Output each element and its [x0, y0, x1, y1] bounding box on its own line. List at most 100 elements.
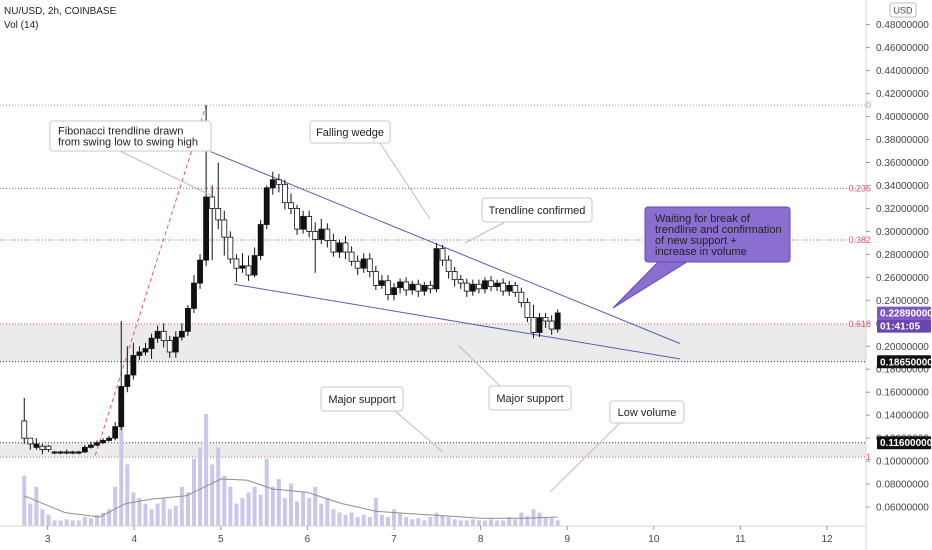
- candle: [275, 173, 282, 193]
- candle: [554, 309, 561, 333]
- volume-bar: [355, 517, 360, 526]
- volume-bar: [88, 518, 93, 526]
- volume-bar: [58, 520, 63, 526]
- annotation-major-support-left[interactable]: Major support: [320, 386, 444, 453]
- candle-body-up: [439, 248, 446, 261]
- candle-body-up: [518, 291, 525, 304]
- candle-body-down: [203, 196, 210, 261]
- volume-bar: [440, 515, 445, 526]
- candle-body-down: [33, 443, 40, 448]
- volume-bar: [549, 518, 554, 526]
- price-marker-1: 01:41:05: [877, 319, 931, 333]
- candle: [536, 312, 543, 338]
- wedge-upper-trendline: [210, 151, 680, 344]
- price-tick-label: 0.48000000: [876, 20, 929, 31]
- candle: [330, 233, 337, 257]
- volume-bar: [543, 517, 548, 526]
- volume-bar: [113, 486, 118, 526]
- candle-body-up: [282, 183, 288, 204]
- time-tick-label: 7: [391, 534, 397, 545]
- price-tick-label: 0.32000000: [876, 204, 929, 215]
- volume-bar: [204, 414, 209, 526]
- candle: [439, 245, 446, 266]
- candle-body-down: [257, 224, 264, 256]
- volume-bar: [119, 425, 124, 526]
- annotation-text-line: Waiting for break of: [655, 213, 751, 225]
- candle: [227, 231, 234, 264]
- volume-bar: [52, 520, 57, 526]
- annotation-text-line: Falling wedge: [316, 127, 384, 139]
- time-tick-label: 4: [131, 534, 137, 545]
- candle: [245, 255, 252, 281]
- fib-level-label-3: 0.618: [848, 319, 871, 329]
- volume-bar: [349, 512, 354, 526]
- candle: [136, 346, 143, 361]
- candle: [445, 255, 452, 279]
- volume-bar: [416, 518, 421, 526]
- volume-bar: [434, 512, 439, 526]
- annotation-text-line: trendline and confirmation: [655, 224, 782, 236]
- volume-bar: [295, 501, 300, 526]
- annotation-trendline-confirmed[interactable]: Trendline confirmed: [464, 197, 593, 244]
- candle-body-up: [524, 302, 531, 318]
- annotation-box: [609, 400, 685, 424]
- candle-body-down: [172, 336, 179, 353]
- volume-bar: [319, 503, 324, 526]
- volume-bar: [222, 475, 227, 526]
- price-marker-label: 0.18650000: [880, 357, 932, 368]
- volume-bar: [240, 498, 245, 526]
- volume-bar: [452, 519, 457, 526]
- price-tick-label: 0.24000000: [876, 296, 929, 307]
- volume-bar: [276, 478, 281, 526]
- candle-body-up: [354, 260, 361, 269]
- candle: [233, 254, 240, 282]
- candle: [391, 283, 397, 301]
- candle: [366, 253, 373, 278]
- candle-body-down: [94, 442, 100, 446]
- candle: [88, 441, 94, 449]
- volume-bar: [94, 514, 99, 526]
- candle-body-up: [288, 202, 294, 209]
- volume-bar: [210, 464, 215, 526]
- currency-button-frame: [889, 2, 917, 18]
- candle-body-up: [306, 216, 313, 232]
- annotation-pointer: [119, 150, 213, 197]
- volume-bar: [446, 517, 451, 526]
- annotation-box: [320, 386, 404, 412]
- volume-bar: [40, 509, 45, 526]
- candle-body-up: [372, 271, 379, 286]
- candle-body-down: [360, 258, 367, 269]
- candle: [130, 342, 137, 380]
- candle-body-down: [251, 255, 258, 276]
- candle-body-down: [57, 451, 64, 454]
- annotation-low-volume[interactable]: Low volume: [549, 400, 685, 493]
- candle-body-down: [409, 283, 416, 291]
- candle: [118, 321, 125, 431]
- candle-body-down: [142, 348, 149, 353]
- volume-bar: [107, 509, 112, 526]
- volume-moving-average: [24, 478, 558, 519]
- candle: [191, 275, 197, 313]
- currency-button[interactable]: USD: [889, 2, 917, 18]
- candle-body-down: [185, 307, 191, 332]
- volume-bar: [258, 494, 263, 526]
- annotation-major-support-right[interactable]: Major support: [457, 344, 572, 411]
- price-marker-bg: [877, 319, 931, 333]
- volume-bar: [228, 486, 233, 526]
- candle: [178, 323, 185, 341]
- candle: [433, 242, 440, 293]
- candle-body-up: [500, 282, 507, 292]
- candle: [239, 253, 246, 273]
- candle-body-down: [269, 179, 276, 189]
- volume-bar: [379, 514, 384, 526]
- annotation-text-line: Fibonacci trendline drawn: [58, 126, 183, 138]
- price-marker-label: 0.11600000: [880, 438, 932, 449]
- volume-bar: [489, 519, 494, 526]
- candle-body-down: [263, 187, 270, 225]
- annotation-falling-wedge[interactable]: Falling wedge: [309, 120, 431, 220]
- annotation-text-line: Major support: [496, 393, 563, 405]
- chart-header: NU/USD, 2h, COINBASE Vol (14): [4, 6, 117, 31]
